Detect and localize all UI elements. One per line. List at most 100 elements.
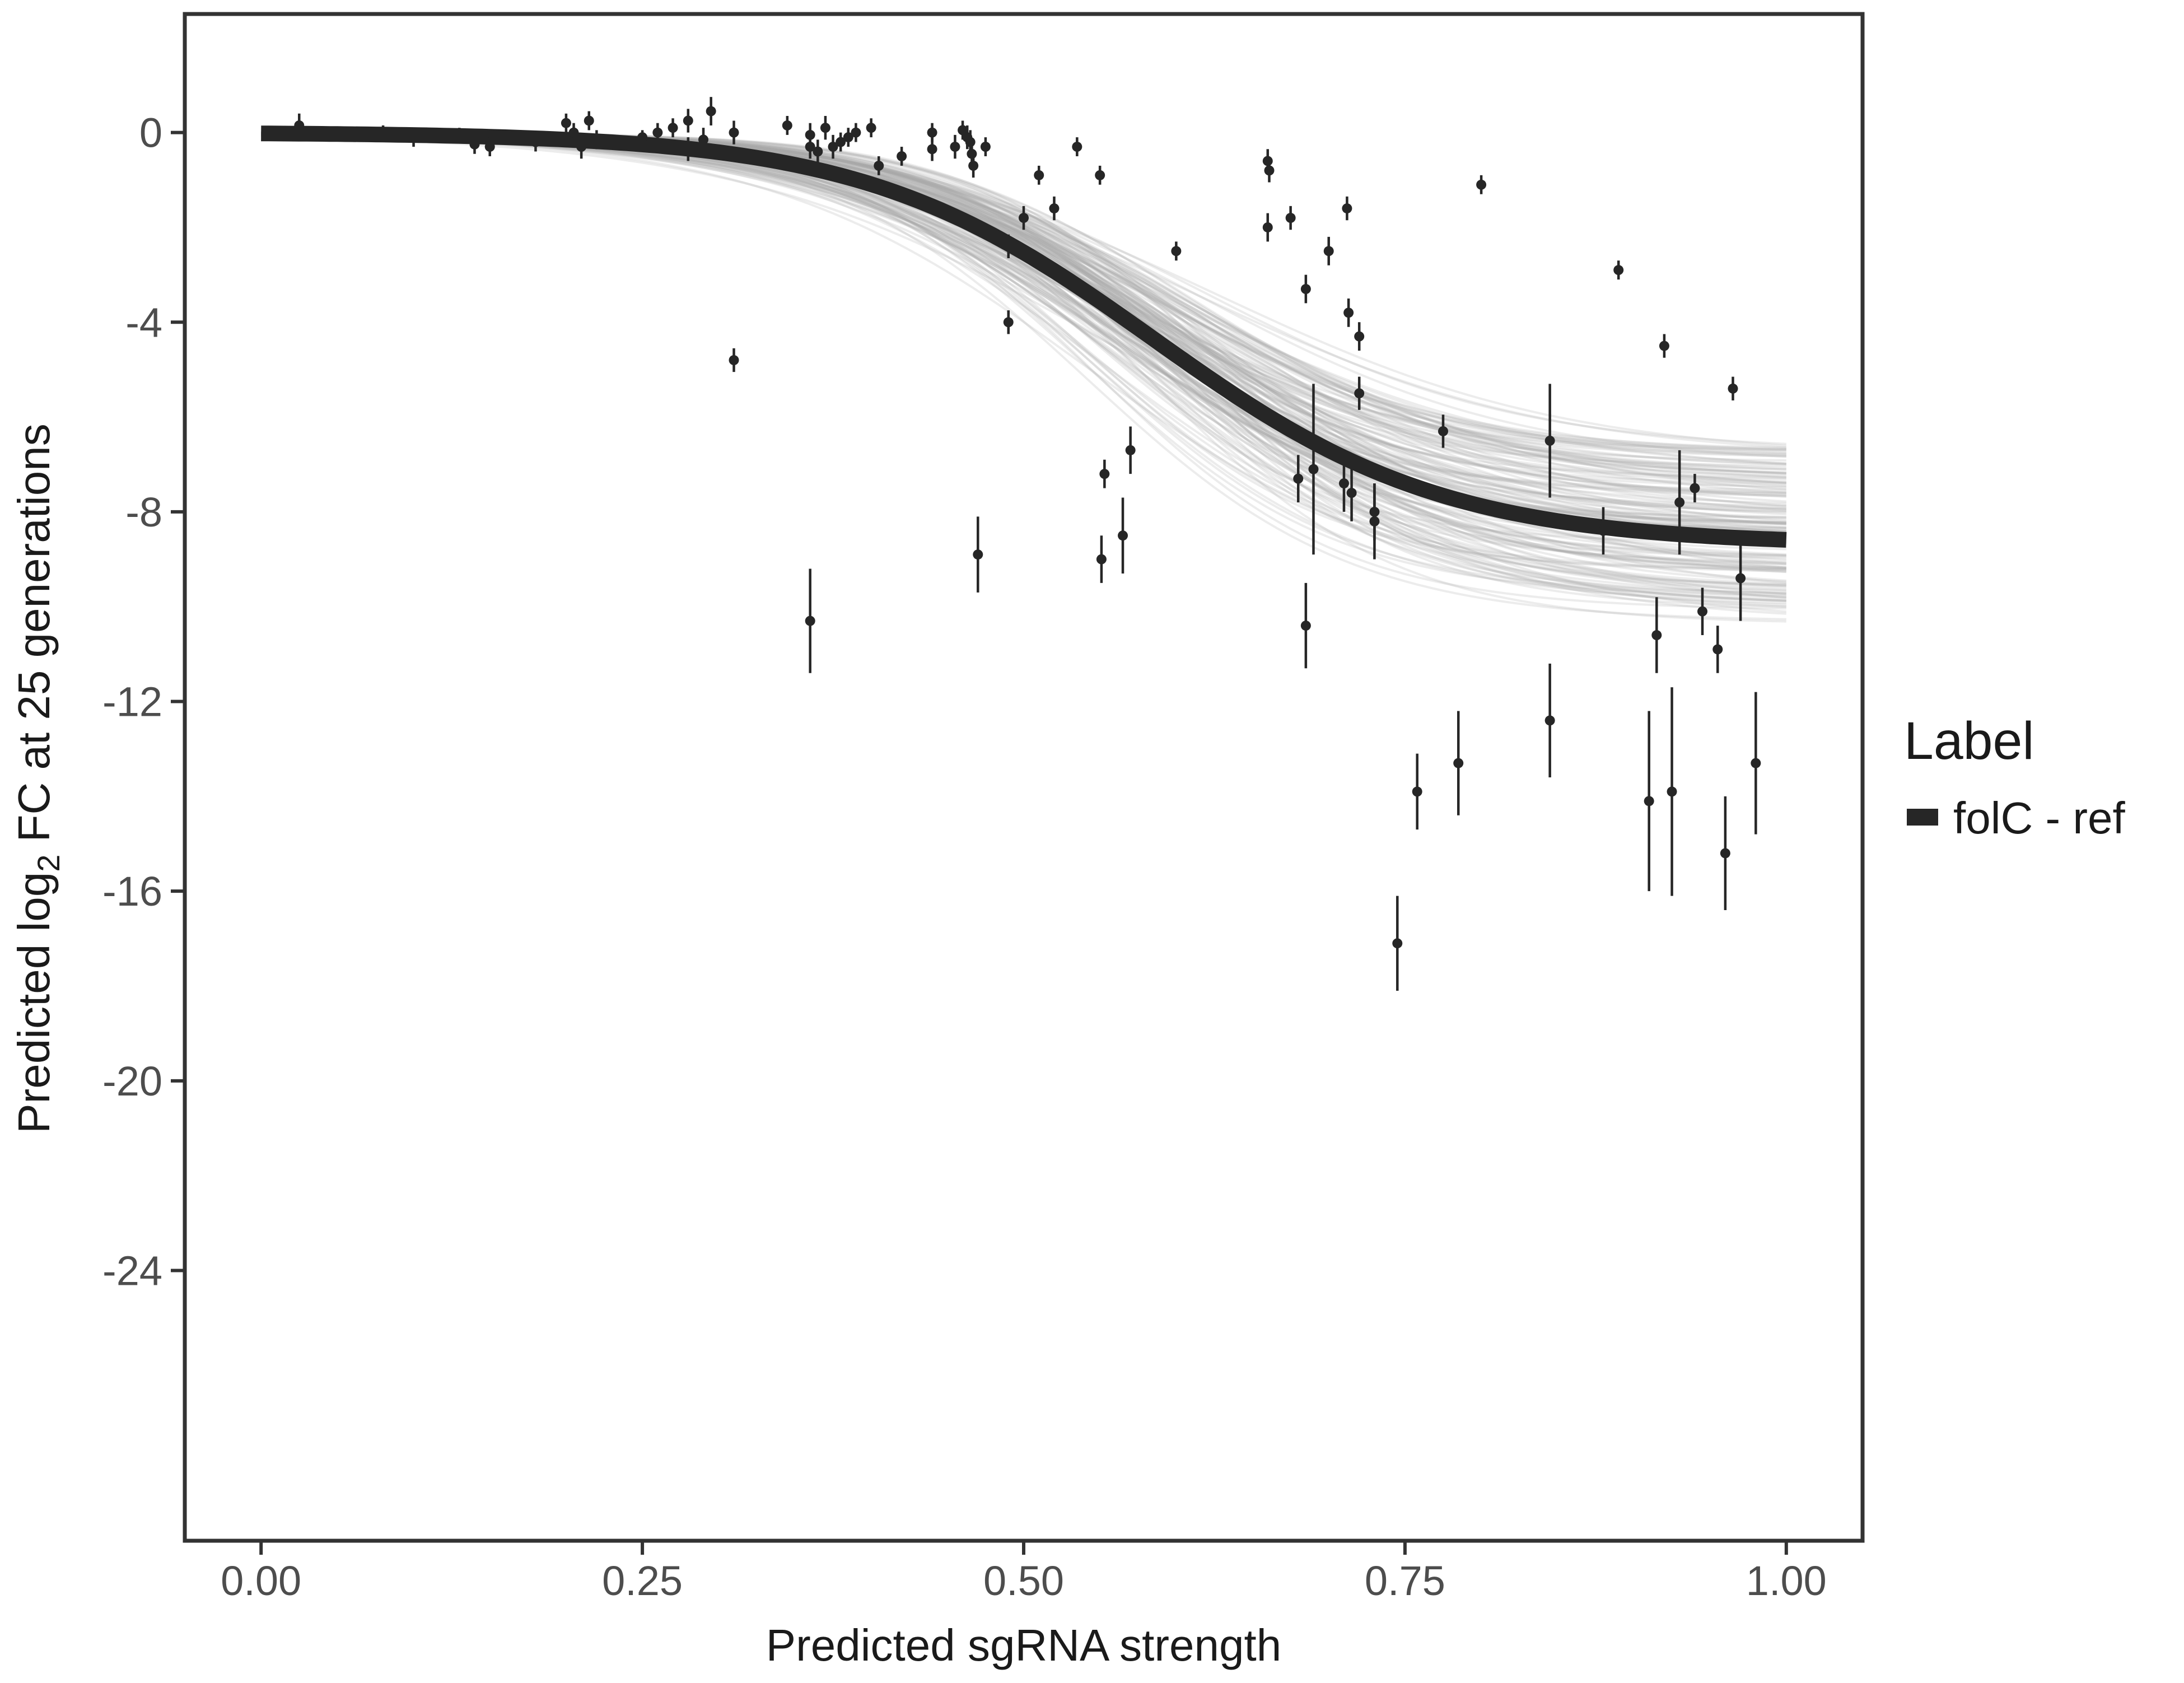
data-point-marker [1034,170,1044,180]
data-point [1095,165,1105,185]
legend: Label folC - ref [1904,711,2125,843]
data-point [805,568,815,673]
data-point-marker [1412,786,1422,797]
data-point-marker [1264,165,1275,176]
data-point-marker [1651,630,1662,641]
data-point [828,134,838,159]
data-point-marker [1262,222,1273,232]
data-point-marker [1095,170,1105,180]
data-point [980,137,991,156]
data-point-marker [1262,156,1273,166]
data-point-marker [1613,265,1624,276]
data-point-marker [1003,317,1014,328]
y-tick-label: -8 [125,489,162,535]
plot-panel-border [183,12,1865,1543]
data-point-marker [1544,435,1555,446]
data-point-marker [1728,383,1738,394]
data-point-marker [927,144,937,155]
data-point [698,128,709,152]
data-point-marker [843,132,853,143]
data-point [378,125,389,140]
data-point-marker [378,127,389,138]
data-point-marker [1476,179,1487,190]
data-point-marker [968,160,979,171]
data-point-marker [1342,203,1352,214]
data-point-marker [469,139,480,150]
y-axis: 0 -4 -8 -12 -16 -20 -24 [102,110,183,1294]
data-point [1034,165,1044,185]
data-point-marker [1354,331,1365,342]
data-point [805,134,815,159]
data-point [1690,474,1700,502]
data-point [1667,687,1677,896]
data-point [1300,582,1311,669]
data-point [1720,796,1730,911]
data-point-marker [454,129,465,140]
data-point [1099,459,1110,488]
y-axis-title: Predicted log2 FC at 25 generations [9,423,66,1133]
data-point-marker [1072,142,1082,152]
data-point-marker [706,106,716,116]
data-point [927,137,937,161]
data-point [782,116,792,135]
data-point [294,113,305,138]
data-point [1651,597,1662,673]
data-point-marker [1323,246,1334,257]
fit-curve-layer [261,125,1787,548]
data-point-marker [1118,530,1128,541]
data-point-marker [637,132,648,143]
data-point-marker [1346,488,1357,498]
data-point-marker [1598,525,1608,536]
data-point [530,132,541,152]
data-point-marker [683,115,693,126]
data-point [1354,376,1365,410]
data-point [1300,274,1311,304]
data-point [1262,213,1273,242]
data-point [1003,234,1014,258]
data-point-marker [1751,758,1761,768]
data-point-marker [1453,758,1464,768]
data-point [484,137,495,156]
data-point-marker [729,355,739,366]
data-point-marker [1667,786,1677,797]
posterior-draw-curve [261,134,1786,595]
data-point [813,139,823,164]
data-point-marker [1644,796,1654,806]
data-point-marker [530,137,541,147]
data-point-marker [1354,388,1365,399]
data-point-marker [1674,497,1685,507]
data-point [637,130,648,144]
data-point-marker [805,616,815,626]
data-point-marker [1438,426,1448,436]
data-point-marker [294,120,305,130]
data-point [652,123,663,142]
data-point-marker [1171,246,1182,257]
data-point [1308,384,1319,555]
data-point [1354,322,1365,351]
data-point [851,123,861,142]
data-point-marker [1019,213,1029,223]
data-point [1644,711,1654,892]
data-point-marker [1690,483,1700,493]
data-point [1293,455,1304,502]
data-point [1072,137,1082,156]
data-point [1003,310,1014,334]
x-tick-label: 0.00 [221,1558,301,1604]
data-point-marker [980,142,991,152]
data-point [1171,241,1182,261]
data-point [1544,663,1555,777]
y-tick-label: -4 [125,299,162,346]
x-axis: 0.00 0.25 0.50 0.75 1.00 [221,1542,1827,1604]
data-point [1343,298,1354,327]
data-point-marker [591,134,602,145]
data-point [1323,236,1334,265]
legend-title: Label [1904,711,2034,771]
legend-key-folc-ref [1907,809,1938,826]
data-point [1712,626,1723,673]
data-point-marker [1125,445,1136,455]
data-point-marker [897,151,907,161]
data-point-marker [1544,715,1555,726]
data-point-marker [950,142,960,152]
fit-curve [261,125,1787,548]
data-point [683,137,693,161]
